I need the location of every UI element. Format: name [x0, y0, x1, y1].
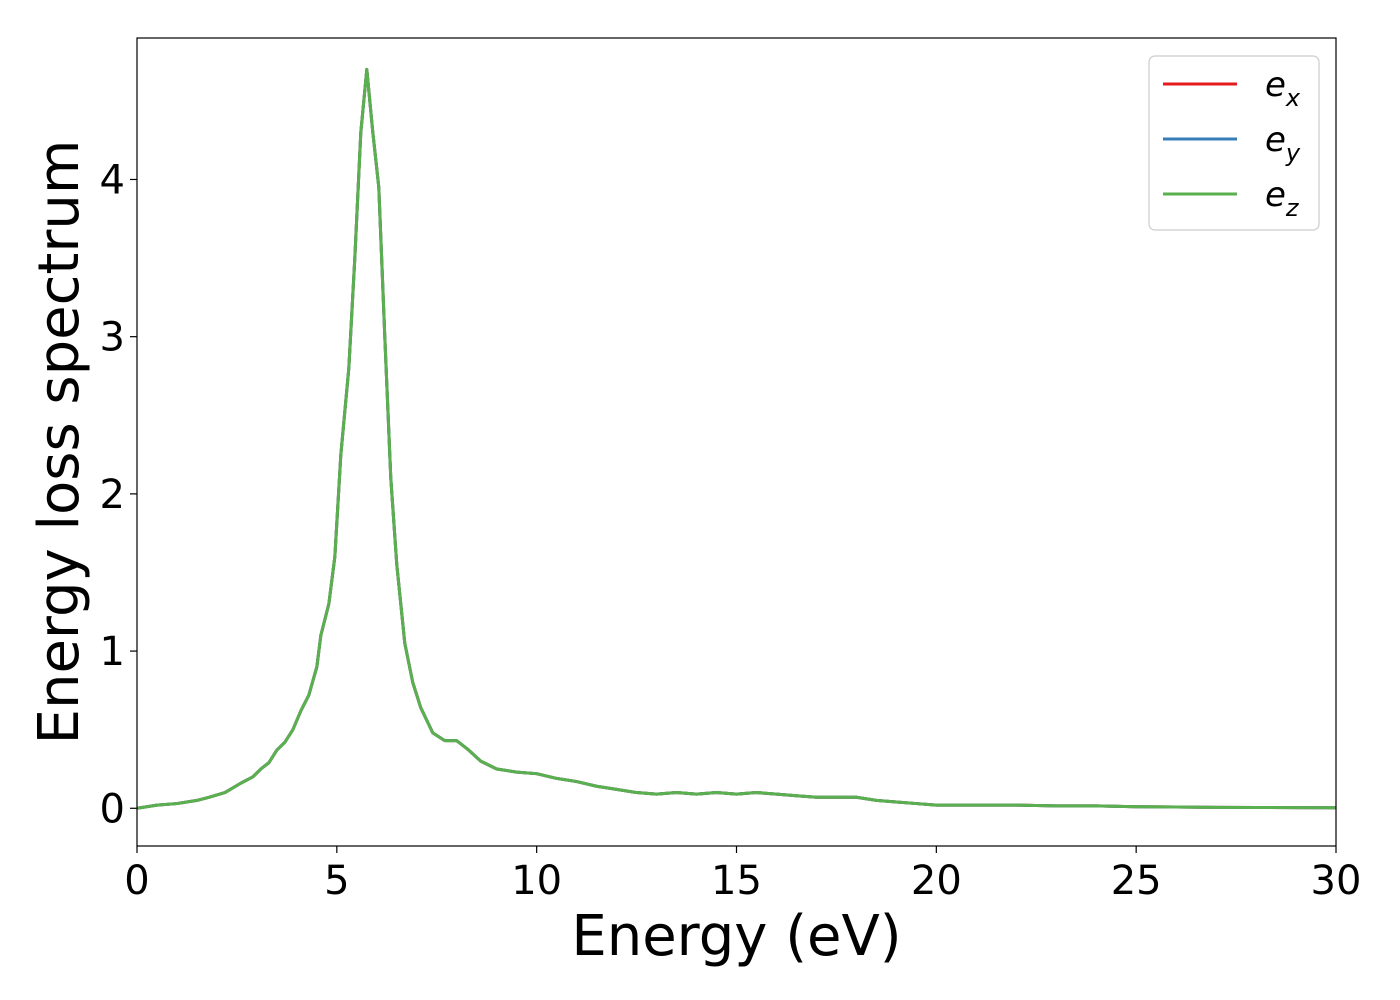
series-line-e_z: [137, 67, 1336, 810]
y-tick-label: 2: [100, 472, 125, 518]
x-tick-label: 5: [324, 858, 349, 904]
legend-label-e_x: ex: [1265, 65, 1301, 112]
y-tick-label: 1: [100, 629, 125, 675]
plot-area: [137, 67, 1336, 810]
x-tick-label: 10: [511, 858, 562, 904]
y-tick-label: 3: [100, 315, 125, 361]
y-axis-ticks: 0 1 2 3 4: [100, 157, 137, 832]
y-tick-label: 4: [100, 157, 125, 203]
legend-label-e_z: ez: [1265, 175, 1300, 222]
x-tick-label: 15: [711, 858, 762, 904]
x-axis-label: Energy (eV): [571, 904, 901, 969]
x-tick-label: 20: [911, 858, 962, 904]
y-tick-label: 0: [100, 786, 125, 832]
y-axis-label: Energy loss spectrum: [27, 140, 92, 745]
x-tick-label: 30: [1311, 858, 1362, 904]
legend-label-e_y: ey: [1265, 120, 1301, 167]
legend: ex ey ez: [1148, 55, 1320, 231]
x-tick-label: 25: [1111, 858, 1162, 904]
legend-box: [1148, 55, 1320, 231]
x-axis-ticks: 0 5 10 15 20 25 30: [124, 846, 1361, 904]
x-tick-label: 0: [124, 858, 149, 904]
